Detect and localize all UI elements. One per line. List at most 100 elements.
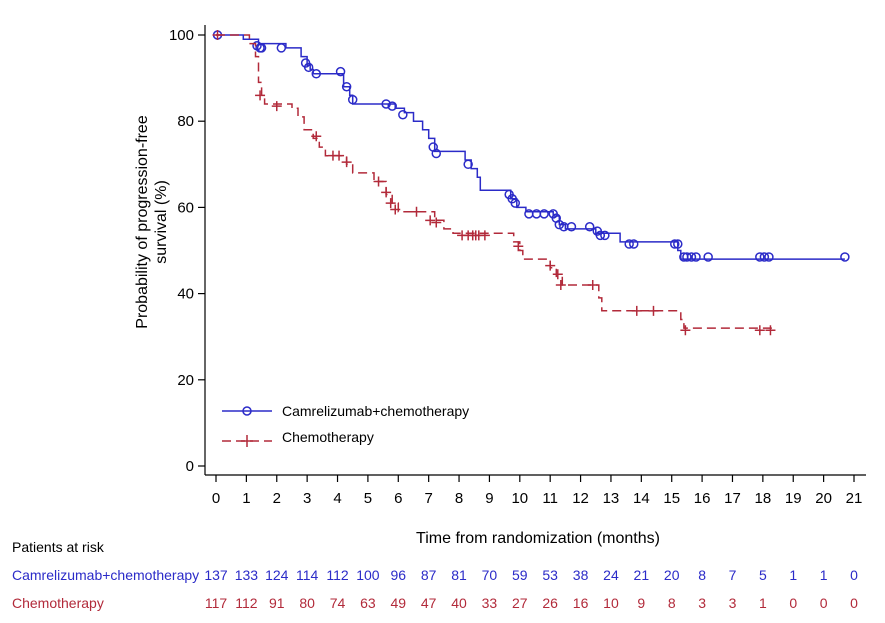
censor-mark-camrelizumab-7 — [311, 69, 322, 79]
at-risk-value-chemotherapy-3: 80 — [299, 595, 315, 611]
censor-mark-chemotherapy-6 — [341, 157, 352, 168]
at-risk-value-chemotherapy-5: 63 — [360, 595, 376, 611]
censor-mark-camrelizumab-35 — [673, 239, 683, 249]
censor-mark-camrelizumab-39 — [691, 252, 701, 262]
legend-marker-chemotherapy — [241, 435, 253, 447]
x-tick-label-4: 4 — [333, 490, 341, 507]
at-risk-value-chemotherapy-11: 26 — [542, 595, 558, 611]
censor-mark-camrelizumab-19 — [510, 198, 521, 208]
censor-mark-chemotherapy-9 — [385, 198, 396, 209]
censor-mark-camrelizumab-27 — [566, 222, 577, 232]
at-risk-value-camrelizumab-2: 124 — [265, 567, 289, 583]
at-risk-value-camrelizumab-18: 5 — [759, 567, 767, 583]
censor-mark-chemotherapy-20 — [513, 241, 524, 252]
censor-mark-chemotherapy-27 — [680, 325, 691, 336]
y-tick-label-20: 20 — [177, 372, 194, 389]
y-tick-label-40: 40 — [177, 286, 194, 303]
censor-mark-camrelizumab-44 — [840, 252, 850, 262]
censor-mark-chemotherapy-22 — [552, 269, 563, 280]
censor-mark-camrelizumab-42 — [759, 252, 770, 262]
at-risk-value-camrelizumab-9: 70 — [482, 567, 498, 583]
at-risk-value-chemotherapy-0: 117 — [205, 595, 228, 611]
at-risk-value-chemotherapy-20: 0 — [820, 595, 828, 611]
x-axis-title: Time from randomization (months) — [416, 530, 660, 547]
censor-mark-camrelizumab-13 — [398, 109, 408, 120]
at-risk-value-camrelizumab-19: 1 — [789, 567, 797, 583]
censor-mark-camrelizumab-10 — [347, 94, 358, 105]
censor-mark-camrelizumab-32 — [624, 239, 634, 249]
at-risk-value-camrelizumab-13: 24 — [603, 567, 619, 583]
x-tick-label-10: 10 — [511, 490, 528, 507]
censor-mark-chemotherapy-21 — [545, 260, 556, 271]
at-risk-value-camrelizumab-3: 114 — [296, 567, 319, 583]
y-axis-title-line2: survival (%) — [153, 180, 170, 264]
at-risk-value-camrelizumab-6: 96 — [390, 567, 406, 583]
series-line-camrelizumab — [216, 34, 845, 260]
censor-mark-chemotherapy-7 — [373, 176, 384, 187]
x-tick-label-11: 11 — [542, 490, 558, 507]
series-line-chemotherapy — [216, 34, 772, 329]
censor-mark-chemotherapy-28 — [754, 325, 765, 336]
censor-mark-camrelizumab-25 — [554, 219, 565, 230]
at-risk-value-camrelizumab-0: 137 — [204, 567, 228, 583]
at-risk-value-chemotherapy-9: 33 — [482, 595, 498, 611]
at-risk-table: 137 133 124 114 112 100 96 87 81 70 59 53 38 24 21 20 8 7… — [204, 567, 858, 611]
at-risk-value-chemotherapy-10: 27 — [512, 595, 528, 611]
x-tick-label-1: 1 — [242, 490, 250, 507]
censor-mark-chemotherapy-5 — [334, 150, 345, 161]
censor-mark-camrelizumab-40 — [703, 252, 713, 262]
censor-mark-chemotherapy-2 — [271, 101, 282, 112]
censor-mark-chemotherapy-13 — [431, 217, 442, 228]
at-risk-value-chemotherapy-4: 74 — [330, 595, 346, 611]
x-tick-label-5: 5 — [364, 490, 372, 507]
censor-mark-camrelizumab-43 — [764, 252, 774, 262]
x-tick-label-21: 21 — [846, 490, 863, 507]
x-tick-label-16: 16 — [694, 490, 711, 507]
at-risk-value-chemotherapy-12: 16 — [573, 595, 589, 611]
at-risk-value-camrelizumab-15: 20 — [664, 567, 680, 583]
at-risk-value-camrelizumab-17: 7 — [729, 567, 737, 583]
censor-mark-camrelizumab-28 — [584, 222, 595, 232]
x-tick-label-20: 20 — [815, 490, 832, 507]
y-tick-label-0: 0 — [186, 458, 194, 475]
at-risk-value-chemotherapy-18: 1 — [759, 595, 767, 611]
at-risk-value-chemotherapy-13: 10 — [603, 595, 619, 611]
at-risk-value-camrelizumab-16: 8 — [698, 567, 706, 583]
at-risk-value-chemotherapy-14: 9 — [637, 595, 645, 611]
censor-mark-chemotherapy-10 — [390, 204, 401, 215]
censor-mark-camrelizumab-37 — [682, 252, 692, 262]
at-risk-value-camrelizumab-11: 53 — [542, 567, 558, 583]
censor-mark-camrelizumab-33 — [628, 239, 639, 249]
x-tick-label-9: 9 — [485, 490, 493, 507]
at-risk-value-camrelizumab-14: 21 — [634, 567, 650, 583]
at-risk-value-camrelizumab-5: 100 — [356, 567, 380, 583]
at-risk-value-camrelizumab-1: 133 — [235, 567, 259, 583]
at-risk-label-camrelizumab: Camrelizumab+chemotherapy — [12, 567, 199, 583]
x-tick-label-13: 13 — [603, 490, 620, 507]
censor-mark-chemotherapy-3 — [311, 131, 322, 142]
at-risk-value-camrelizumab-8: 81 — [451, 567, 467, 583]
y-tick-label-60: 60 — [177, 199, 194, 216]
at-risk-value-chemotherapy-2: 91 — [269, 595, 285, 611]
at-risk-value-chemotherapy-21: 0 — [850, 595, 858, 611]
x-tick-label-7: 7 — [424, 490, 432, 507]
censor-mark-camrelizumab-41 — [755, 252, 765, 262]
at-risk-value-chemotherapy-6: 49 — [390, 595, 406, 611]
censor-mark-camrelizumab-4 — [276, 43, 287, 53]
censor-mark-camrelizumab-38 — [686, 252, 697, 262]
at-risk-value-camrelizumab-10: 59 — [512, 567, 528, 583]
x-tick-label-8: 8 — [455, 490, 463, 507]
at-risk-value-chemotherapy-16: 3 — [698, 595, 706, 611]
censor-mark-camrelizumab-30 — [595, 230, 606, 241]
at-risk-value-chemotherapy-17: 3 — [729, 595, 737, 611]
censor-mark-chemotherapy-24 — [587, 279, 598, 290]
at-risk-label-chemotherapy: Chemotherapy — [12, 595, 104, 611]
x-tick-label-6: 6 — [394, 490, 402, 507]
y-axis-title: Probability of progression-free survival… — [134, 115, 170, 329]
censor-mark-camrelizumab-31 — [600, 230, 610, 241]
censor-mark-chemotherapy-0 — [212, 30, 223, 40]
censor-mark-chemotherapy-25 — [631, 305, 642, 316]
censor-mark-chemotherapy-8 — [381, 187, 392, 198]
